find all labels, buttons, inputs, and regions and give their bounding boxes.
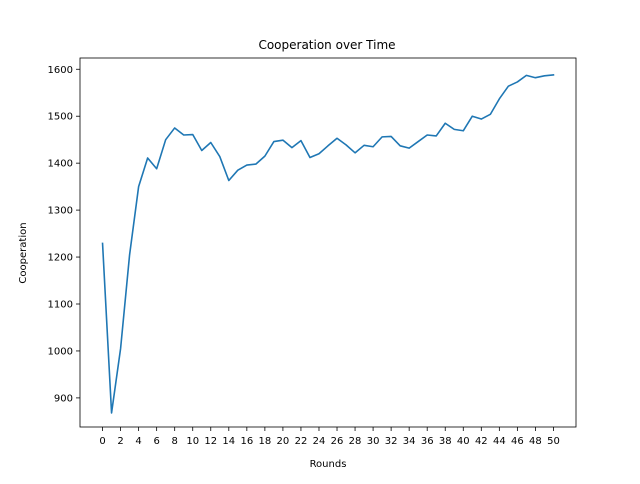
x-tick-label: 0 [99,436,105,447]
series-layer [101,74,555,414]
series-line-0 [101,74,555,414]
chart-title: Cooperation over Time [258,38,395,52]
x-tick-label: 20 [277,436,290,447]
x-tick-label: 40 [457,436,470,447]
x-tick-label: 16 [240,436,253,447]
x-tick-label: 32 [385,436,398,447]
x-tick-label: 46 [511,436,524,447]
x-tick-label: 28 [349,436,362,447]
x-tick-label: 36 [421,436,434,447]
x-axis-label: Rounds [310,459,347,470]
x-tick-label: 4 [135,436,141,447]
x-tick-label: 6 [153,436,159,447]
x-tick-label: 12 [204,436,217,447]
x-tick-label: 8 [172,436,178,447]
x-axis-ticks: 0 2 4 6 8 10 12 14 16 18 20 22 24 26 28 30 32 34 36 38 40 42 4… [99,427,560,447]
plot-frame [79,57,577,428]
x-tick-label: 48 [529,436,542,447]
y-tick-label: 1500 [48,112,73,123]
x-tick-label: 26 [331,436,344,447]
y-axis-label: Cooperation [18,222,29,283]
x-tick-label: 14 [222,436,235,447]
x-tick-label: 24 [313,436,326,447]
x-tick-label: 38 [439,436,452,447]
x-tick-label: 18 [259,436,272,447]
y-tick-label: 1400 [48,159,73,170]
y-tick-label: 900 [54,393,73,404]
y-tick-label: 1600 [48,65,73,76]
x-tick-label: 2 [117,436,123,447]
y-axis-ticks: 900 1000 1100 1200 1300 1400 1500 1600 [48,65,80,404]
x-tick-label: 44 [493,436,506,447]
x-tick-label: 30 [367,436,380,447]
x-tick-label: 22 [295,436,308,447]
x-tick-label: 50 [547,436,560,447]
y-tick-label: 1100 [48,300,73,311]
x-tick-label: 34 [403,436,416,447]
y-tick-label: 1200 [48,253,73,264]
y-tick-label: 1000 [48,346,73,357]
x-tick-label: 42 [475,436,488,447]
x-tick-label: 10 [186,436,199,447]
y-tick-label: 1300 [48,206,73,217]
